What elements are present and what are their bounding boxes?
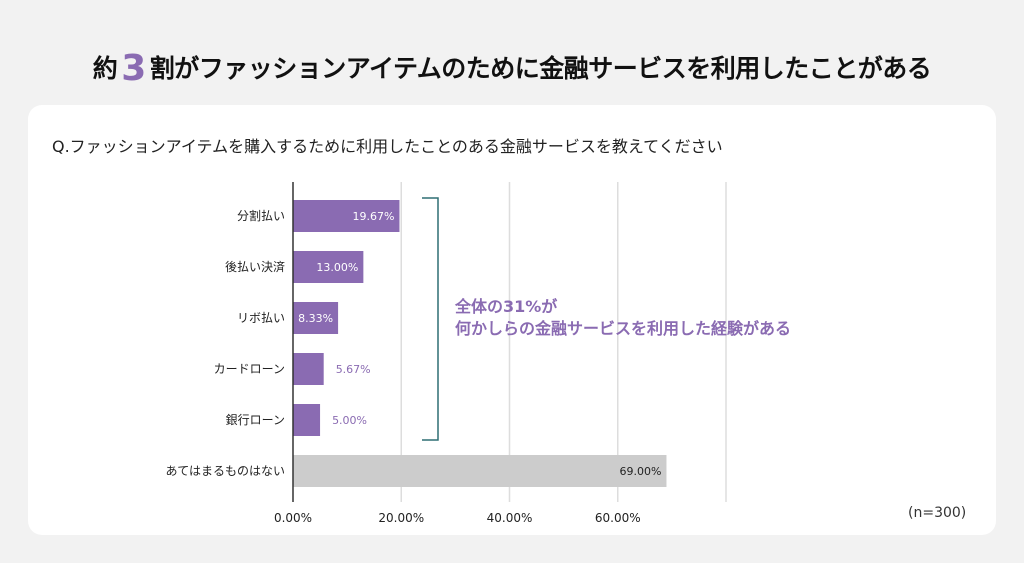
data-label: 13.00% xyxy=(316,261,358,274)
category-label: リボ払い xyxy=(237,311,285,325)
data-label: 8.33% xyxy=(298,312,333,325)
x-tick-label: 40.00% xyxy=(487,511,533,525)
bar xyxy=(293,404,321,436)
page-title: 約 3 割がファッションアイテムのために金融サービスを利用したことがある xyxy=(92,48,932,89)
category-label: 分割払い xyxy=(237,208,285,223)
data-label: 5.67% xyxy=(336,363,371,376)
category-label: カードローン xyxy=(214,362,285,376)
title-highlight: 3 xyxy=(121,48,146,89)
bar xyxy=(293,353,324,385)
bracket xyxy=(422,197,439,441)
x-tick-label: 20.00% xyxy=(378,511,424,525)
bar xyxy=(293,302,339,334)
x-tick-label: 60.00% xyxy=(595,511,641,525)
data-label: 69.00% xyxy=(620,465,662,478)
bar xyxy=(293,200,400,232)
x-tick-label: 0.00% xyxy=(274,511,312,525)
category-label: 後払い決済 xyxy=(225,259,285,274)
annotation: 全体の31%が 何かしらの金融サービスを利用した経験がある xyxy=(455,297,792,338)
data-label: 19.67% xyxy=(353,210,395,223)
category-label: 銀行ローン xyxy=(226,413,285,427)
sample-size: (n=300) xyxy=(908,505,967,521)
question-text: Q.ファッションアイテムを購入するために利用したことのある金融サービスを教えてく… xyxy=(52,137,723,156)
bar xyxy=(293,251,364,283)
category-label: あてはまるものはない xyxy=(165,464,285,478)
bar xyxy=(293,455,667,487)
data-label: 5.00% xyxy=(332,414,367,427)
